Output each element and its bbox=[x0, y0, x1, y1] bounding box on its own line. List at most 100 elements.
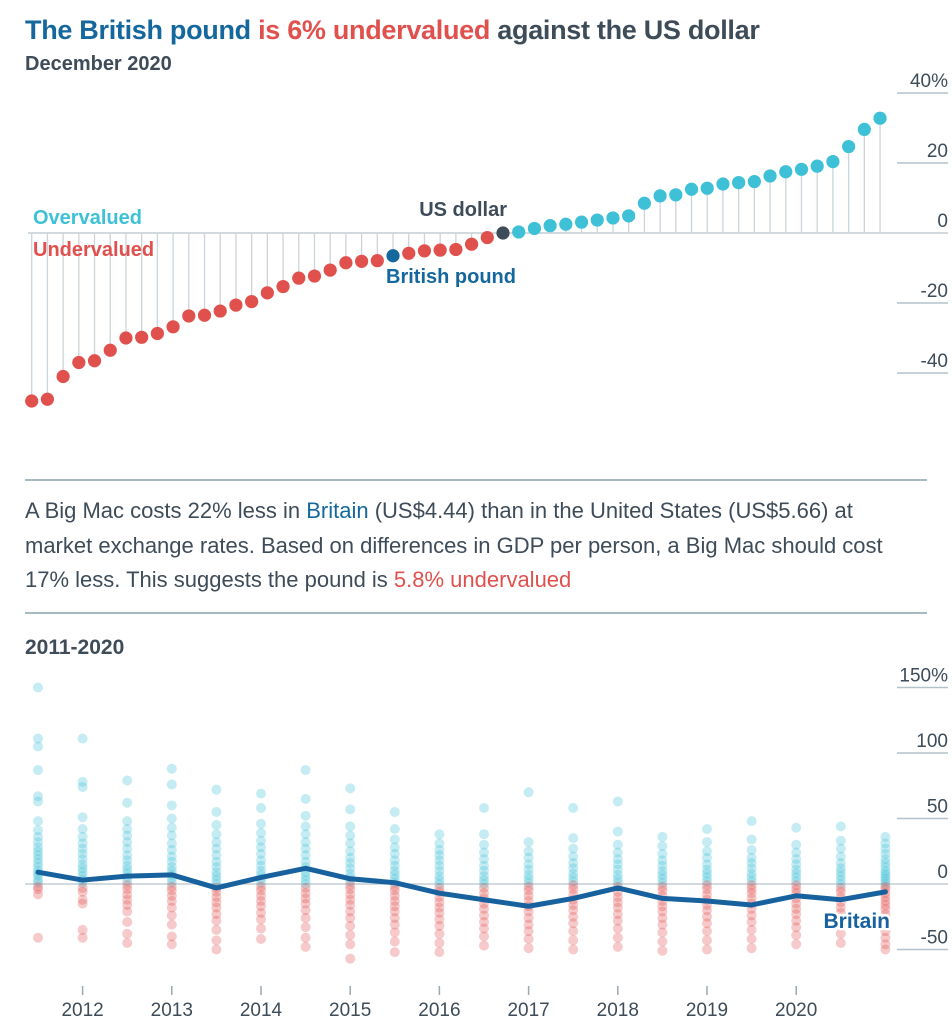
valuation-dot bbox=[122, 937, 133, 948]
valuation-dot bbox=[880, 848, 891, 859]
valuation-dot bbox=[568, 843, 579, 854]
valuation-dot bbox=[77, 867, 88, 878]
valuation-dot bbox=[33, 850, 43, 861]
valuation-dot bbox=[657, 927, 668, 938]
valuation-dot bbox=[122, 928, 133, 939]
valuation-dot bbox=[389, 901, 400, 912]
valuation-dot bbox=[702, 911, 712, 922]
valuation-dot bbox=[835, 937, 846, 948]
valuation-dot bbox=[523, 837, 534, 848]
valuation-dot bbox=[300, 793, 311, 804]
valuation-dot bbox=[389, 806, 400, 817]
valuation-dot bbox=[434, 855, 445, 866]
valuation-dot bbox=[880, 858, 891, 869]
summary-britain-link: Britain bbox=[306, 498, 369, 523]
currency-valuation-dot bbox=[574, 215, 589, 229]
y-axis-label: 40% bbox=[910, 71, 948, 92]
valuation-dot bbox=[746, 816, 757, 827]
valuation-dot bbox=[389, 834, 400, 845]
valuation-dot bbox=[612, 869, 623, 880]
valuation-dot bbox=[389, 848, 400, 859]
title-subject: The British pound bbox=[25, 15, 251, 45]
valuation-dot bbox=[880, 939, 891, 950]
valuation-dot bbox=[300, 882, 311, 893]
valuation-dot bbox=[33, 861, 43, 872]
divider-line bbox=[25, 612, 927, 614]
valuation-dot bbox=[434, 907, 445, 918]
valuation-dot bbox=[880, 899, 891, 910]
us-dollar-dot bbox=[496, 226, 510, 240]
valuation-dot bbox=[835, 871, 846, 882]
valuation-dot bbox=[479, 875, 489, 886]
currency-valuation-dot bbox=[779, 165, 793, 179]
valuation-dot bbox=[702, 944, 712, 955]
valuation-dot bbox=[166, 844, 177, 855]
valuation-dot bbox=[300, 821, 311, 832]
valuation-dot bbox=[300, 932, 311, 943]
valuation-dot bbox=[77, 932, 88, 943]
currency-valuation-dot bbox=[763, 169, 777, 183]
valuation-dot bbox=[33, 831, 43, 842]
valuation-dot bbox=[77, 776, 88, 787]
valuation-dot bbox=[300, 871, 311, 882]
valuation-dot bbox=[657, 906, 668, 917]
valuation-dot bbox=[835, 875, 846, 886]
valuation-dot bbox=[345, 830, 356, 841]
currency-valuation-dot bbox=[512, 225, 526, 239]
valuation-dot bbox=[880, 881, 891, 892]
valuation-dot bbox=[479, 879, 489, 889]
valuation-dot bbox=[523, 890, 534, 901]
valuation-dot bbox=[434, 829, 445, 840]
valuation-dot bbox=[166, 890, 177, 901]
us-dollar-label: US dollar bbox=[419, 199, 507, 221]
valuation-dot bbox=[835, 835, 846, 846]
valuation-dot bbox=[77, 823, 88, 834]
valuation-dot bbox=[211, 820, 222, 831]
valuation-dot bbox=[77, 812, 88, 823]
valuation-dot bbox=[523, 919, 534, 930]
valuation-dot bbox=[702, 852, 712, 863]
valuation-dot bbox=[568, 833, 579, 844]
valuation-dot bbox=[345, 858, 356, 869]
valuation-dot bbox=[345, 783, 356, 794]
currency-valuation-dot bbox=[119, 331, 133, 345]
valuation-dot bbox=[479, 803, 489, 814]
valuation-dot bbox=[77, 894, 88, 905]
valuation-dot bbox=[33, 877, 43, 888]
valuation-dot bbox=[211, 924, 222, 935]
currency-valuation-dot bbox=[873, 111, 887, 125]
valuation-dot bbox=[657, 913, 668, 924]
y-axis-label: -40 bbox=[921, 351, 948, 372]
valuation-dot bbox=[77, 854, 88, 865]
valuation-dot bbox=[612, 847, 623, 858]
valuation-dot bbox=[791, 922, 802, 933]
valuation-dot bbox=[77, 838, 88, 849]
summary-seg1: A Big Mac costs 22% less in bbox=[25, 498, 307, 523]
valuation-dot bbox=[479, 903, 489, 914]
chart-subtitle: December 2020 bbox=[25, 53, 172, 75]
valuation-dot bbox=[122, 830, 133, 841]
valuation-dot bbox=[568, 911, 579, 922]
british-pound-dot bbox=[386, 249, 400, 263]
valuation-dot bbox=[122, 889, 133, 900]
currency-valuation-dot bbox=[87, 354, 102, 368]
historical-valuation-scatter-chart: 150% 100 50 0 -50 Britain 2012 2013 2014 2015 2016… bbox=[25, 666, 948, 1021]
valuation-dot bbox=[791, 880, 802, 891]
valuation-dot bbox=[345, 838, 356, 849]
valuation-dot bbox=[256, 835, 266, 846]
valuation-dot bbox=[657, 860, 668, 871]
valuation-dot bbox=[33, 854, 43, 865]
valuation-dot bbox=[791, 872, 802, 883]
valuation-dot bbox=[33, 765, 43, 776]
valuation-dot bbox=[523, 934, 534, 945]
valuation-dot bbox=[389, 885, 400, 896]
valuation-dot bbox=[835, 882, 846, 893]
valuation-dot bbox=[345, 899, 356, 910]
currency-valuation-dot bbox=[402, 246, 416, 260]
valuation-dot bbox=[211, 892, 222, 903]
valuation-dot bbox=[479, 854, 489, 865]
valuation-dot bbox=[211, 784, 222, 795]
britain-trend-line bbox=[35, 865, 888, 909]
valuation-dot bbox=[256, 803, 266, 814]
y-axis-label: -50 bbox=[921, 928, 948, 949]
